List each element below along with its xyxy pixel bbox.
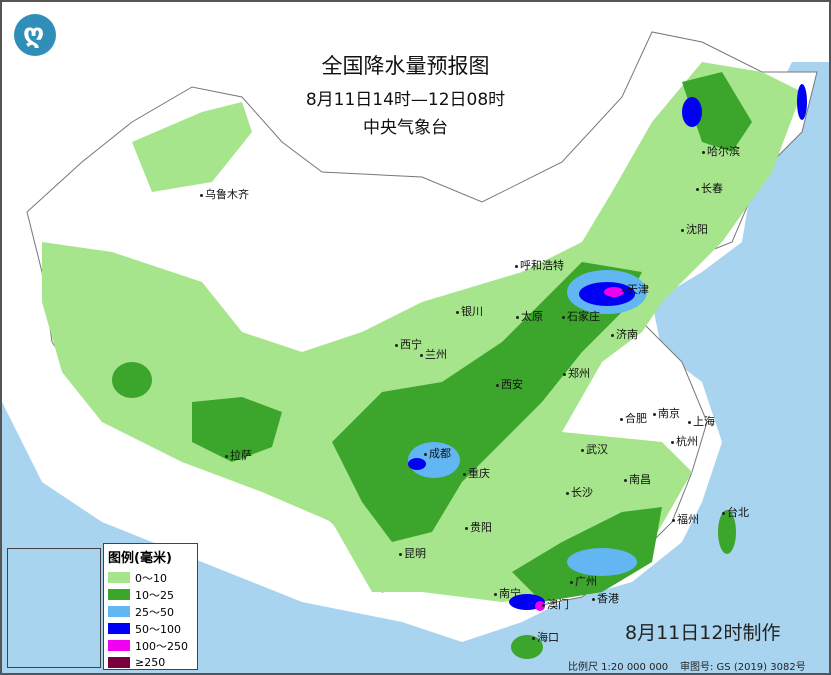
legend-item: 50～100 bbox=[108, 620, 197, 637]
city-label: 福州 bbox=[672, 511, 699, 527]
made-time: 8月11日12时制作 bbox=[625, 622, 781, 644]
city-label: 拉萨 bbox=[225, 447, 252, 463]
city-label: 沈阳 bbox=[681, 221, 708, 237]
legend-item: ≥250 bbox=[108, 654, 197, 671]
city-label: 南京 bbox=[653, 405, 680, 421]
map-scale: 比例尺 1:20 000 000 bbox=[568, 662, 669, 673]
review-number: 审图号: GS (2019) 3082号 bbox=[680, 662, 806, 673]
city-label: 西宁 bbox=[395, 336, 422, 352]
cma-logo-icon: ღ bbox=[14, 14, 56, 56]
city-label: 哈尔滨 bbox=[702, 143, 740, 159]
city-label: 南昌 bbox=[624, 471, 651, 487]
city-label: 成都 bbox=[424, 445, 451, 461]
rain-50-100-ne bbox=[682, 97, 702, 127]
rain-100-250-north bbox=[604, 287, 624, 297]
rain-0-10 bbox=[42, 62, 802, 602]
city-label: 郑州 bbox=[563, 365, 590, 381]
south-china-sea-inset bbox=[7, 548, 101, 668]
rain-25-50-south bbox=[567, 548, 637, 576]
city-label: 银川 bbox=[456, 303, 483, 319]
legend-item: 100～250 bbox=[108, 637, 197, 654]
logo-glyph: ღ bbox=[23, 19, 45, 49]
city-label: 太原 bbox=[516, 308, 543, 324]
city-label: 上海 bbox=[688, 413, 715, 429]
rain-10-25-blob bbox=[112, 362, 152, 398]
legend-swatch bbox=[108, 589, 130, 600]
city-label: 呼和浩特 bbox=[515, 257, 564, 273]
city-label: 长春 bbox=[696, 180, 723, 196]
city-label: 合肥 bbox=[620, 410, 647, 426]
legend-label: 10～25 bbox=[135, 588, 174, 602]
city-label: 兰州 bbox=[420, 346, 447, 362]
city-label: 昆明 bbox=[399, 545, 426, 561]
rain-50-100-ne-east bbox=[797, 84, 807, 120]
city-label: 香港 bbox=[592, 590, 619, 606]
rain-50-100-chengdu bbox=[408, 458, 426, 470]
rain-10-25 bbox=[332, 262, 642, 542]
city-label: 重庆 bbox=[463, 465, 490, 481]
city-label: 南宁 bbox=[494, 585, 521, 601]
forecast-period: 8月11日14时—12日08时 bbox=[305, 90, 506, 110]
legend-swatch bbox=[108, 606, 130, 617]
city-label: 贵阳 bbox=[465, 519, 492, 535]
legend-swatch bbox=[108, 623, 130, 634]
legend-label: 25～50 bbox=[135, 605, 174, 619]
legend-swatch bbox=[108, 657, 130, 668]
city-label: 长沙 bbox=[566, 484, 593, 500]
legend-label: 50～100 bbox=[135, 622, 181, 636]
city-label: 武汉 bbox=[581, 441, 608, 457]
city-label: 广州 bbox=[570, 573, 597, 589]
rain-10-25-ne bbox=[682, 72, 752, 152]
city-label: 杭州 bbox=[671, 433, 698, 449]
legend-swatch bbox=[108, 640, 130, 651]
rain-0-10-north bbox=[132, 102, 252, 192]
city-label: 乌鲁木齐 bbox=[200, 186, 249, 202]
legend-item: 0～10 bbox=[108, 569, 197, 586]
city-label: 海口 bbox=[532, 629, 559, 645]
rain-10-25-tibet bbox=[192, 397, 282, 462]
legend: 图例(毫米) 0～10 10～25 25～50 50～100 100～250 ≥250 bbox=[103, 543, 198, 670]
legend-swatch bbox=[108, 572, 130, 583]
city-label: 西安 bbox=[496, 376, 523, 392]
legend-label: 100～250 bbox=[135, 639, 188, 653]
city-label: 澳门 bbox=[542, 596, 569, 612]
city-label: 石家庄 bbox=[562, 308, 600, 324]
legend-item: 25～50 bbox=[108, 603, 197, 620]
legend-item: 10～25 bbox=[108, 586, 197, 603]
taiwan-island bbox=[718, 510, 736, 554]
legend-label: ≥250 bbox=[135, 656, 166, 669]
legend-title: 图例(毫米) bbox=[108, 551, 172, 566]
city-label: 济南 bbox=[611, 326, 638, 342]
city-label: 台北 bbox=[722, 504, 749, 520]
map-title: 全国降水量预报图 bbox=[321, 54, 490, 78]
issuer: 中央气象台 bbox=[363, 118, 448, 138]
legend-label: 0～10 bbox=[135, 571, 167, 585]
city-label: 天津 bbox=[622, 281, 649, 297]
